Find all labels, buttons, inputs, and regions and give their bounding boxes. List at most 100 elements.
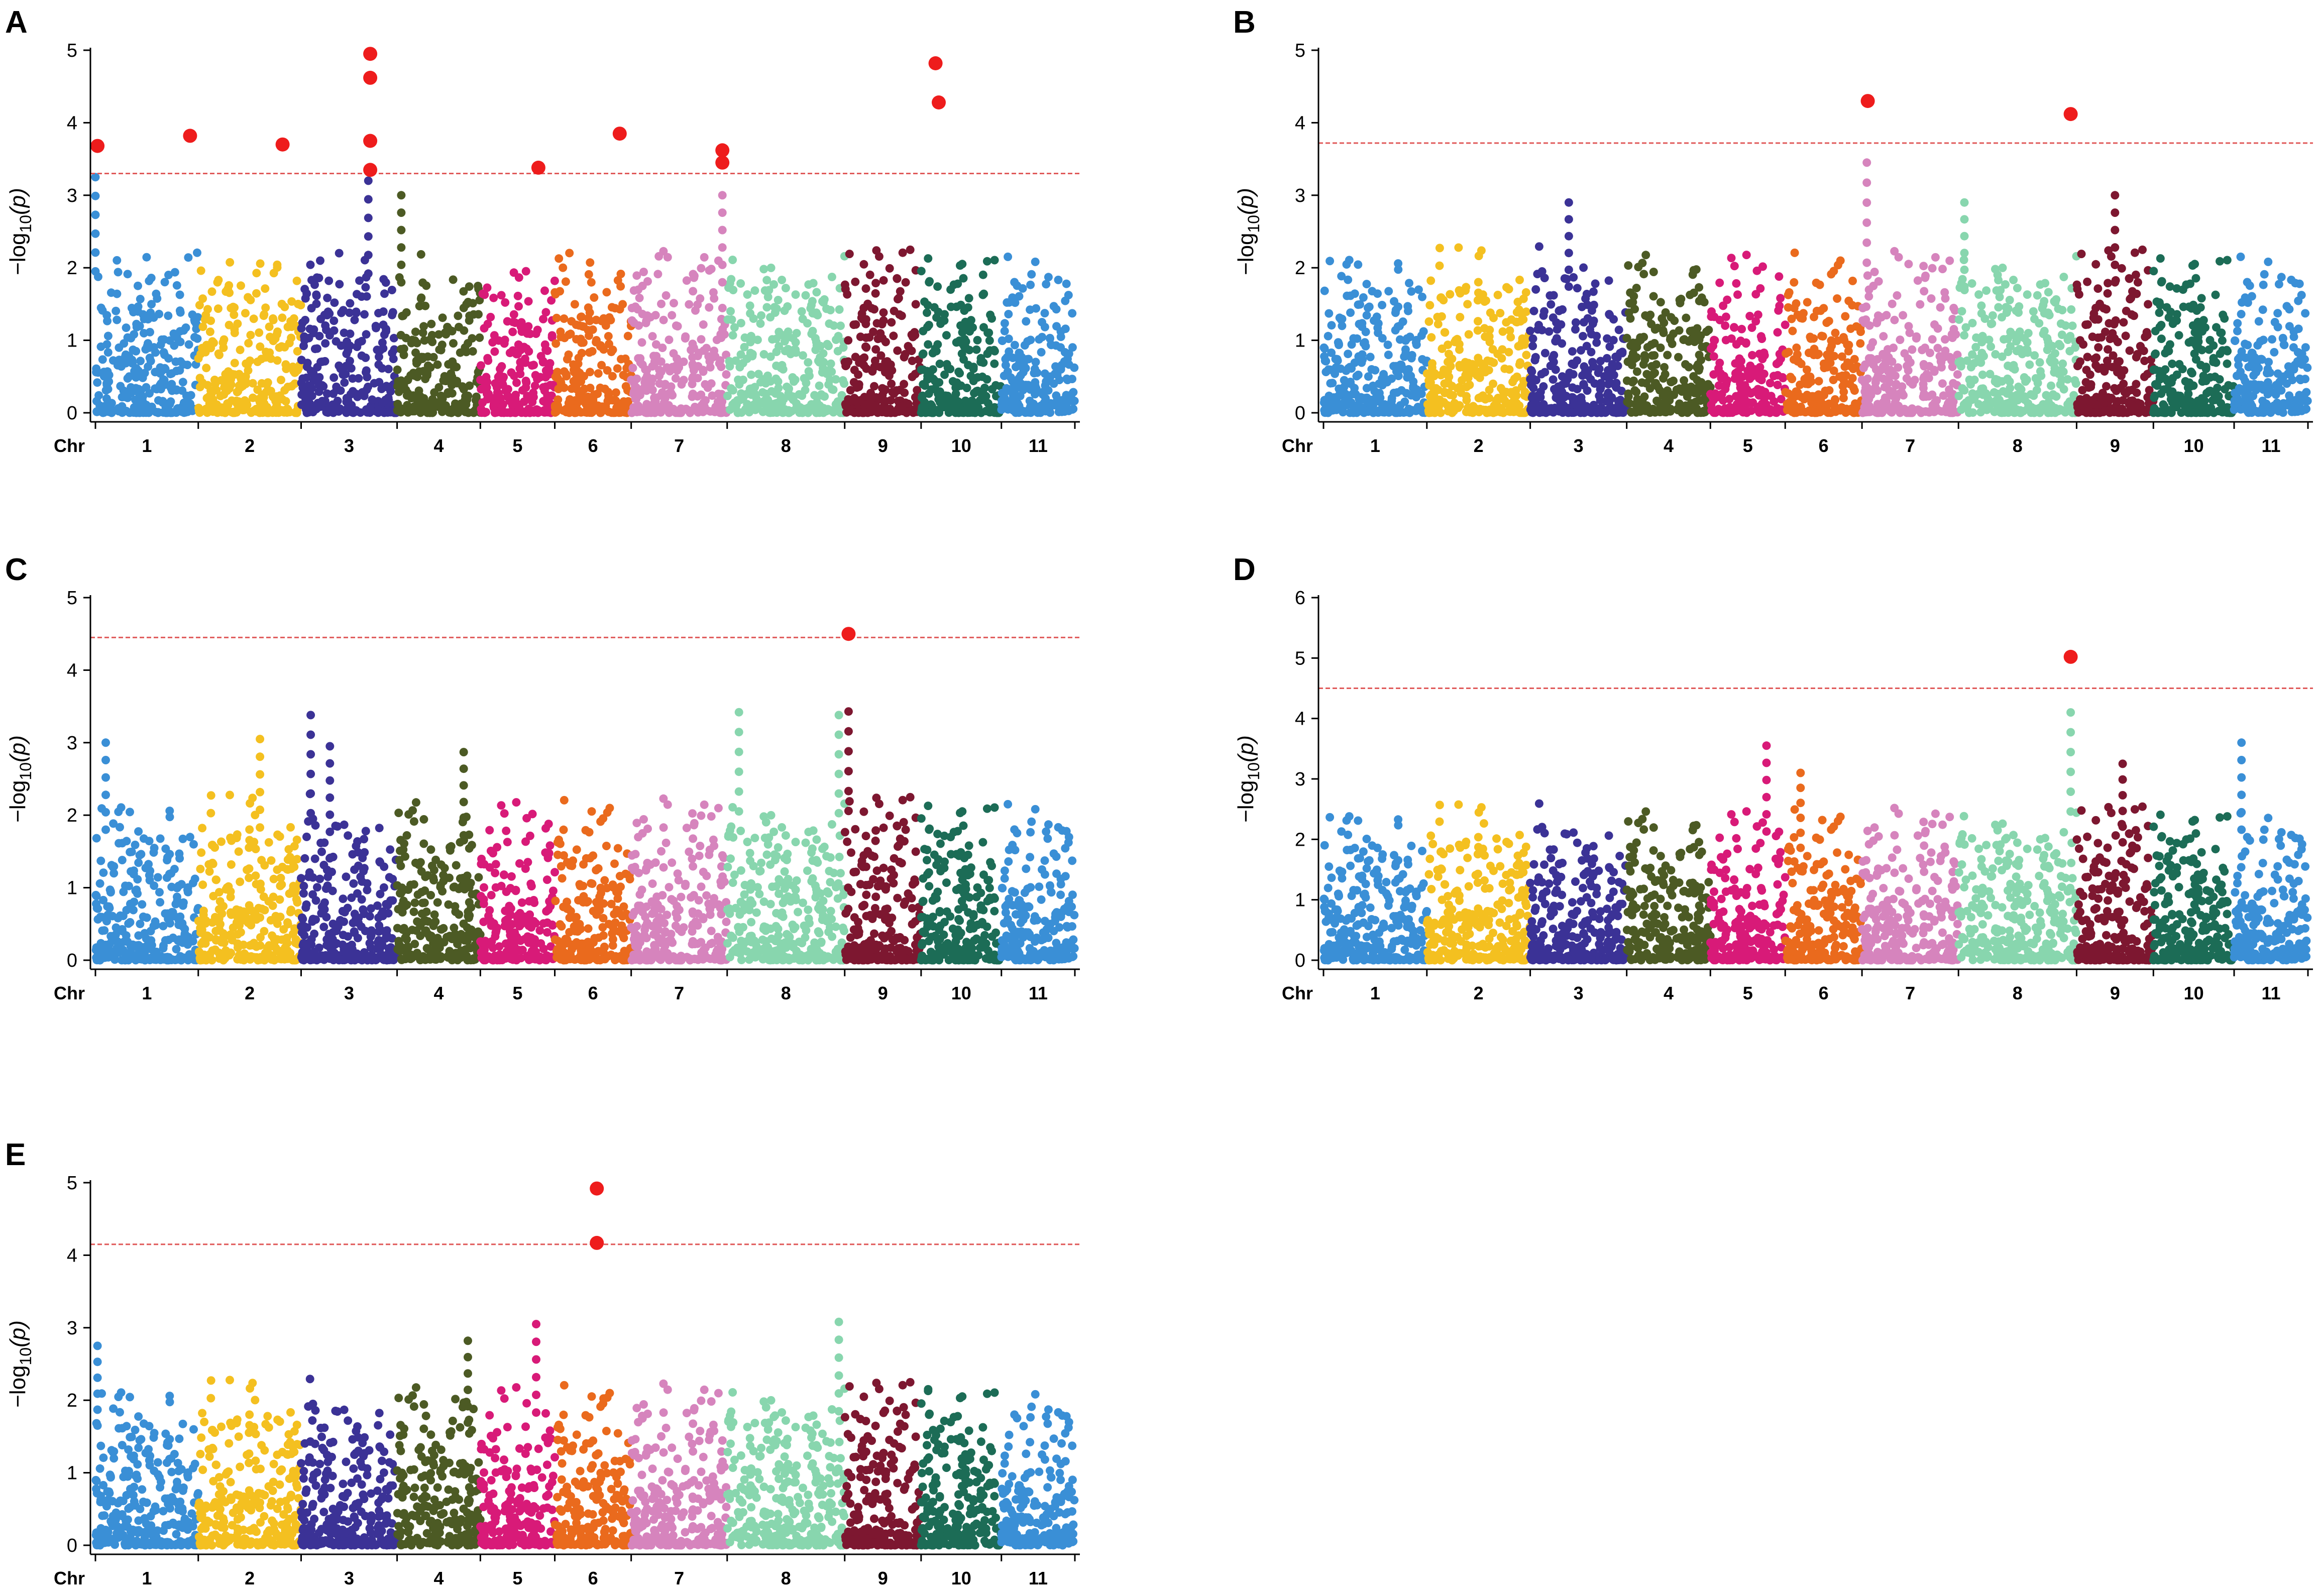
chr-7-point [1938, 379, 1947, 388]
chr-3-point [1540, 349, 1550, 358]
chr-2-point [1470, 369, 1479, 377]
chr-8-point [2050, 297, 2059, 306]
chr-5-point [496, 365, 505, 374]
chr-1-point [1374, 396, 1383, 405]
chr-2-point [277, 376, 285, 385]
chr-2-point [1444, 340, 1453, 350]
chr-1-point [118, 393, 127, 402]
chr-7-point [1888, 299, 1897, 308]
chr-5-point [1773, 328, 1782, 337]
chr-1-point [1328, 406, 1337, 415]
chr-5-point [1714, 405, 1723, 414]
chr-3-point [342, 394, 351, 403]
chr-8-point [812, 288, 821, 297]
chr-2-point [241, 375, 250, 384]
chr-8-point [2016, 406, 2025, 415]
chr-7-point [1868, 338, 1878, 347]
chr-7-point [707, 265, 716, 274]
chr-7-point [661, 380, 670, 389]
chr-3-point [378, 364, 387, 373]
chr-11-point [1022, 317, 1031, 326]
chr-5-point [1707, 345, 1715, 353]
chr-4-point [1628, 298, 1637, 307]
chr-7-point [1936, 303, 1945, 312]
chr-8-point [791, 290, 800, 299]
chr-6-point [562, 370, 571, 379]
chr-1-point [1359, 293, 1368, 302]
chr-11-point [1046, 408, 1055, 417]
chr-6-point [1788, 326, 1797, 335]
chr-6-point [1814, 377, 1823, 386]
chr-1-point [115, 343, 124, 352]
chr-11-point [1040, 309, 1049, 318]
chr-7-point [645, 408, 654, 417]
chr-4-point [1649, 268, 1658, 276]
chr-7-point [677, 404, 686, 413]
chr-5-point [484, 356, 493, 365]
chr-7-point [1945, 256, 1954, 265]
chr-8-point [1967, 279, 1976, 288]
chr-8-point [808, 326, 817, 335]
chr-5-point [1721, 385, 1730, 394]
chr-5-point [490, 347, 499, 356]
chr-4-point [1642, 370, 1651, 379]
chr-3-point [301, 315, 310, 324]
chr-7-point [1861, 315, 1870, 324]
chr-4-point [464, 339, 473, 348]
chr-6-point [559, 263, 568, 272]
chr-9-point [894, 295, 902, 304]
chr-8-point [1974, 290, 1983, 299]
chr-4-point [448, 373, 457, 382]
chr-label-1: 1 [142, 435, 152, 456]
chr-1-point [1324, 309, 1334, 318]
chr-3-point [1612, 383, 1621, 392]
chr-3-point [1564, 408, 1573, 417]
chr-5-point [540, 406, 549, 415]
chr-label-10: 10 [951, 435, 971, 456]
chr-5-point [542, 396, 551, 405]
peak-point [364, 269, 373, 278]
chr-1-point [147, 300, 156, 309]
chr-7-point [628, 364, 637, 373]
chr-10-point [933, 282, 942, 291]
chr-2-point [1426, 372, 1435, 381]
chr-1-point [1407, 287, 1416, 296]
chr-11-point [1038, 318, 1046, 326]
chr-2-point [1454, 243, 1463, 252]
chr-5-point [1775, 301, 1784, 310]
chr-8-point [2059, 273, 2068, 281]
chr-4-point [401, 406, 410, 415]
chr-7-point [1924, 407, 1932, 416]
chr-1-point [1344, 364, 1353, 373]
chr-7-point [1927, 294, 1936, 303]
chr-1-point [1338, 321, 1347, 330]
chr-3-point [1587, 348, 1596, 357]
chr-11-point [1062, 399, 1071, 408]
chr-6-point [580, 372, 589, 381]
chr-1-point [1407, 354, 1416, 363]
chr-2-point [1498, 327, 1507, 336]
chr-5-point [1757, 404, 1766, 413]
chr-8-point [2057, 366, 2066, 375]
chr-2-point [1444, 358, 1452, 367]
chr-9-point [2136, 341, 2145, 351]
chr-3-point [340, 378, 349, 387]
chr-7-point [1859, 364, 1868, 373]
chr-5-point [1773, 371, 1782, 380]
chr-1-point [172, 408, 181, 417]
chr-3-point [1527, 400, 1536, 409]
chr-10-point [951, 389, 960, 398]
chr-8-point [2010, 365, 2019, 374]
chr-8-point [791, 338, 800, 347]
chr-3-point [297, 356, 306, 365]
chr-7-point [1904, 322, 1913, 331]
chr-6-point [1839, 394, 1848, 403]
chr-2-point [1476, 393, 1485, 402]
chr-8-point [804, 367, 813, 376]
chr-1-point [1391, 308, 1400, 317]
chr-10-point [985, 336, 994, 345]
chr-7-point [1916, 300, 1925, 309]
chr-5-point [513, 407, 522, 416]
chr-1-point [160, 376, 169, 385]
chr-8-point [1954, 315, 1963, 324]
